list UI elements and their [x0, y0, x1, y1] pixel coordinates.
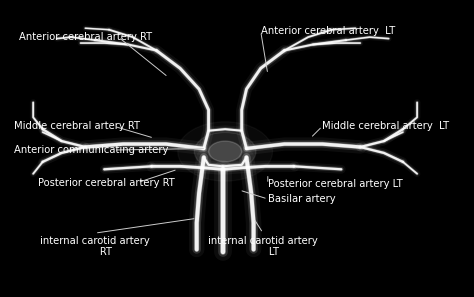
Text: internal carotid artery
       LT: internal carotid artery LT — [208, 236, 318, 257]
Text: Anterior communicating artery: Anterior communicating artery — [14, 145, 169, 155]
Circle shape — [194, 132, 256, 171]
Text: Middle cerebral artery RT: Middle cerebral artery RT — [14, 121, 140, 131]
Text: Posterior cerebral artery RT: Posterior cerebral artery RT — [38, 178, 175, 188]
Text: Middle cerebral artery  LT: Middle cerebral artery LT — [322, 121, 449, 131]
Text: Posterior cerebral artery LT: Posterior cerebral artery LT — [268, 179, 402, 189]
Text: internal carotid artery
       RT: internal carotid artery RT — [40, 236, 150, 257]
Text: Anterior cerebral artery RT: Anterior cerebral artery RT — [19, 32, 152, 42]
Circle shape — [209, 141, 242, 162]
Text: Anterior cerebral artery  LT: Anterior cerebral artery LT — [261, 26, 395, 36]
Text: Basilar artery: Basilar artery — [268, 194, 336, 204]
